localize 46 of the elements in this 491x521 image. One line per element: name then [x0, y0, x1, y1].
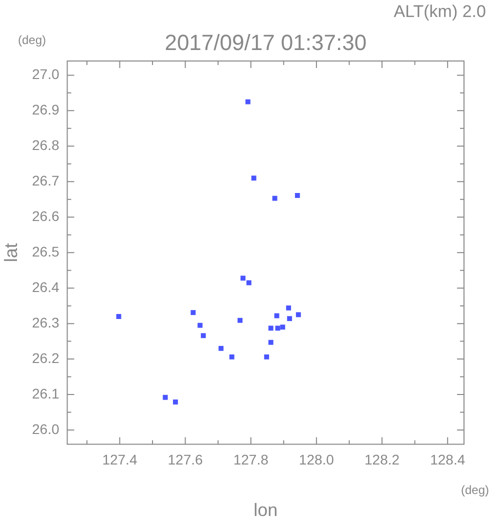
y-tick-label: 26.4 — [32, 278, 60, 295]
x-tick-label: 128.2 — [364, 451, 400, 468]
point — [286, 305, 292, 310]
chart-title: 2017/09/17 01:37:30 — [164, 30, 367, 55]
point — [246, 280, 252, 286]
point — [190, 310, 196, 316]
y-tick-label: 27.0 — [32, 66, 60, 82]
point — [229, 354, 234, 360]
point — [296, 312, 301, 318]
point — [287, 316, 292, 322]
text: (deg) — [18, 33, 46, 47]
text: (deg) — [460, 483, 489, 497]
point — [245, 99, 250, 104]
x-tick-label: 127.8 — [233, 451, 269, 468]
point — [172, 400, 178, 404]
y-tick-label: 26.7 — [32, 172, 60, 188]
x-axis-title: lon — [254, 500, 278, 520]
x-tick-label: 128.4 — [430, 451, 466, 468]
point — [272, 196, 278, 201]
point — [268, 326, 274, 331]
x-tick-label: 128.0 — [298, 451, 334, 468]
point — [294, 193, 300, 198]
point — [264, 354, 270, 360]
point — [218, 346, 224, 351]
point — [268, 340, 274, 345]
point — [280, 324, 286, 330]
y-tick-label: 26.6 — [32, 208, 60, 224]
y-tick-label: 26.9 — [32, 102, 60, 118]
point — [240, 276, 246, 281]
point — [198, 322, 203, 328]
point — [162, 394, 168, 400]
y-tick-label: 26.1 — [32, 385, 60, 402]
point — [116, 314, 122, 319]
chart-subtitle: ALT(km) 2.0 — [394, 2, 486, 21]
y-tick-label: 26.5 — [32, 243, 60, 260]
y-tick-label: 26.2 — [32, 350, 60, 366]
y-tick-label: 26.3 — [32, 314, 60, 330]
x-tick-label: 127.6 — [168, 451, 204, 468]
point — [275, 326, 280, 331]
point — [251, 176, 256, 181]
point — [238, 318, 243, 323]
y-axis-title: lat — [0, 243, 21, 262]
y-tick-label: 26.8 — [32, 137, 60, 154]
point — [200, 333, 206, 338]
x-tick-label: 127.4 — [102, 451, 138, 468]
y-tick-label: 26.0 — [32, 420, 60, 437]
